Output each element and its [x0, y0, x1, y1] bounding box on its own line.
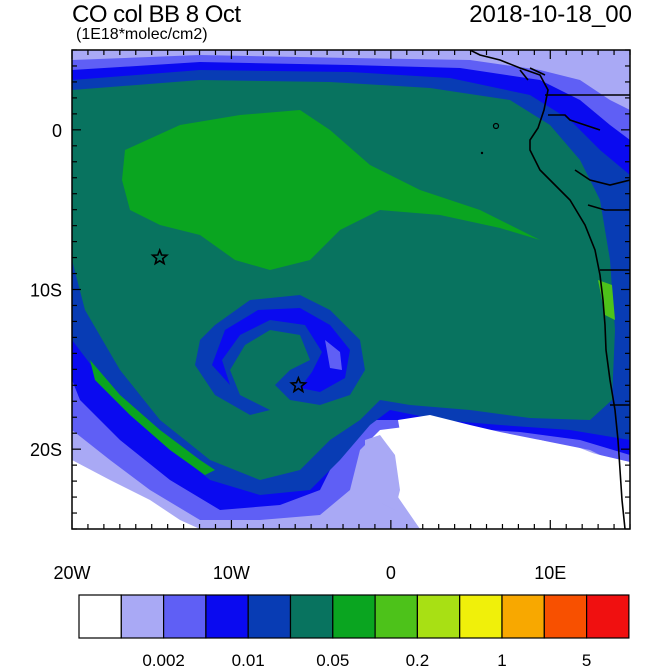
colorbar-swatch — [120, 594, 165, 639]
colorbar-swatch — [332, 594, 376, 639]
colorbar: 0.002 0.01 0.05 0.2 1 5 — [78, 594, 630, 667]
lon-tick-label: 10E — [534, 563, 566, 583]
axis-tick-labels: 20W 10W 0 10E 0 10S 20S — [30, 121, 566, 583]
units-label: (1E18*molec/cm2) — [76, 26, 208, 43]
star-marker — [150, 247, 169, 266]
colorbar-label: 0.002 — [142, 651, 185, 667]
lon-tick-label: 0 — [386, 563, 396, 583]
colorbar-label: 1 — [497, 651, 506, 667]
colorbar-swatch — [247, 594, 292, 639]
colorbar-swatch — [163, 594, 207, 639]
colorbar-swatch — [459, 594, 503, 639]
colorbar-label: 0.05 — [316, 651, 349, 667]
colorbar-swatch — [78, 594, 122, 639]
colorbar-label: 0.2 — [406, 651, 430, 667]
colorbar-label: 5 — [582, 651, 591, 667]
axis-ticks — [71, 49, 631, 530]
lon-tick-label: 20W — [53, 563, 90, 583]
marker-layer — [150, 247, 308, 394]
co-field — [72, 50, 630, 529]
lat-tick-label: 0 — [52, 121, 62, 141]
colorbar-swatch — [585, 594, 630, 639]
lat-tick-label: 20S — [30, 440, 62, 460]
colorbar-label: 0.01 — [232, 651, 265, 667]
colorbar-swatch — [289, 594, 334, 639]
star-marker — [289, 375, 308, 394]
colorbar-swatch — [543, 594, 588, 639]
colorbar-swatch — [205, 594, 249, 639]
lat-tick-label: 10S — [30, 281, 62, 301]
date-label: 2018-10-18_00 — [469, 1, 632, 28]
map-title: CO col BB 8 Oct — [72, 1, 241, 28]
coastline — [469, 50, 630, 529]
colorbar-swatch — [416, 594, 461, 639]
lon-tick-label: 10W — [213, 563, 250, 583]
colorbar-swatch — [501, 594, 545, 639]
colorbar-swatch — [374, 594, 419, 639]
